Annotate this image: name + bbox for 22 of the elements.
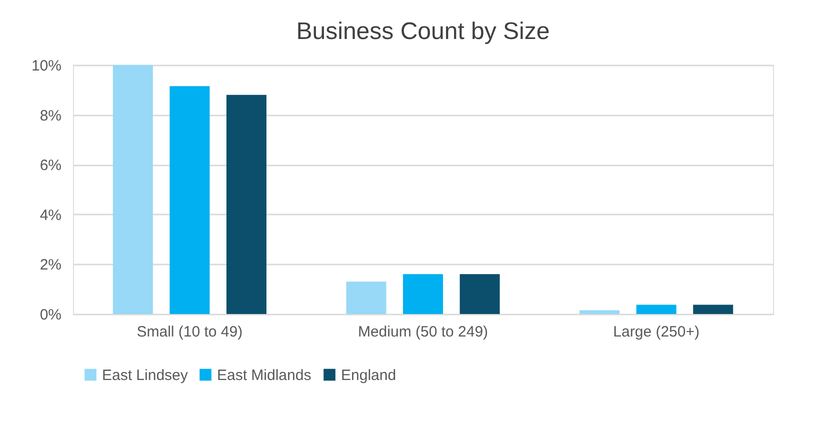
bar bbox=[112, 65, 153, 314]
y-tick-label: 0% bbox=[40, 306, 62, 324]
bar bbox=[170, 86, 210, 314]
legend-label: England bbox=[341, 366, 396, 384]
bar bbox=[693, 304, 734, 314]
bar bbox=[403, 274, 443, 314]
y-tick-label: 8% bbox=[40, 107, 62, 124]
bar bbox=[460, 274, 500, 314]
legend-label: East Lindsey bbox=[102, 366, 188, 384]
y-tick-label: 10% bbox=[31, 58, 62, 74]
y-tick-label: 6% bbox=[40, 157, 62, 174]
bar bbox=[346, 282, 386, 314]
x-tick-label: Large (250+) bbox=[613, 324, 700, 340]
legend-label: East Midlands bbox=[217, 366, 312, 384]
bar bbox=[636, 304, 676, 314]
chart-title: Business Count by Size bbox=[296, 18, 550, 45]
y-tick-label: 4% bbox=[40, 206, 62, 224]
x-tick-label: Medium (50 to 249) bbox=[358, 324, 488, 340]
y-tick-label: 2% bbox=[40, 256, 62, 274]
bar bbox=[580, 310, 620, 314]
bar bbox=[226, 94, 266, 314]
x-tick-label: Small (10 to 49) bbox=[136, 324, 243, 340]
